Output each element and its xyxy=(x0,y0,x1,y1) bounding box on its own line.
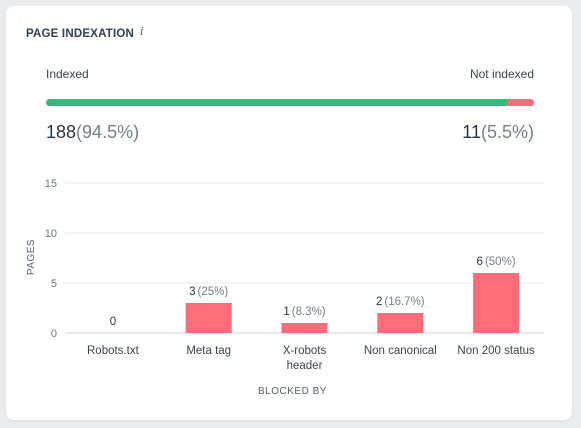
blocked-by-chart: 0 5 10 15 PAGES 0 Robots.txt 3 (25%) Meta tag 1 (8.… xyxy=(26,178,544,397)
bar-pct: (25%) xyxy=(198,286,229,298)
card-header: PAGE INDEXATION i xyxy=(26,24,144,41)
bar xyxy=(377,313,424,333)
bar-value: 3 xyxy=(189,286,195,298)
bar-value-label: 1 (8.3%) xyxy=(283,306,325,318)
bar-value: 6 xyxy=(477,256,483,268)
x-axis-label: BLOCKED BY xyxy=(258,386,327,397)
indexed-count-value: 188 xyxy=(46,122,77,142)
bar xyxy=(281,323,328,333)
not-indexed-count-value: 11 xyxy=(462,122,481,142)
x-tick-label: X-robots header xyxy=(283,345,327,372)
indexed-count: 188(94.5%) xyxy=(46,122,139,143)
info-icon[interactable]: i xyxy=(140,24,144,38)
indexed-count-pct: (94.5%) xyxy=(76,122,140,142)
y-axis-label: PAGES xyxy=(26,239,37,275)
not-indexed-label: Not indexed xyxy=(469,67,534,81)
x-tick-label: Robots.txt xyxy=(87,345,140,357)
x-tick-label-line: Meta tag xyxy=(186,345,231,357)
y-tick-label: 10 xyxy=(45,228,57,240)
bar-value-label: 2 (16.7%) xyxy=(376,296,425,308)
not-indexed-count: 11(5.5%) xyxy=(462,122,534,143)
x-tick-label-line: Non canonical xyxy=(364,345,437,357)
x-tick-label-line: Non 200 status xyxy=(457,345,535,357)
bar-value: 2 xyxy=(376,296,382,308)
x-tick-label: Non canonical xyxy=(364,345,437,357)
bar-value-label: 3 (25%) xyxy=(189,286,228,298)
not-indexed-fill xyxy=(507,99,534,106)
y-tick-label: 0 xyxy=(51,328,57,340)
bar-value: 0 xyxy=(110,316,116,328)
x-tick-label-line: Robots.txt xyxy=(87,345,140,357)
x-tick-label-line: X-robots xyxy=(283,345,327,357)
page-indexation-card: PAGE INDEXATION i Indexed Not indexed 18… xyxy=(6,6,572,420)
x-tick-label: Non 200 status xyxy=(457,345,535,357)
indexed-fill xyxy=(46,99,508,106)
bar-value-label: 6 (50%) xyxy=(477,256,516,268)
bar xyxy=(185,303,232,333)
bar-pct: (50%) xyxy=(485,256,516,268)
bar-value-label: 0 xyxy=(110,316,116,328)
bar-pct: (16.7%) xyxy=(384,296,424,308)
not-indexed-count-pct: (5.5%) xyxy=(480,122,534,142)
y-tick-label: 15 xyxy=(45,178,57,190)
x-tick-label-line: header xyxy=(287,360,323,372)
x-tick-label: Meta tag xyxy=(186,345,231,357)
bar xyxy=(473,273,520,333)
y-tick-label: 5 xyxy=(51,278,57,290)
indexed-label: Indexed xyxy=(46,67,89,81)
card-title: PAGE INDEXATION xyxy=(26,28,134,40)
indexation-progress-bar xyxy=(46,99,534,106)
bar-pct: (8.3%) xyxy=(292,306,326,318)
bar-value: 1 xyxy=(283,306,289,318)
